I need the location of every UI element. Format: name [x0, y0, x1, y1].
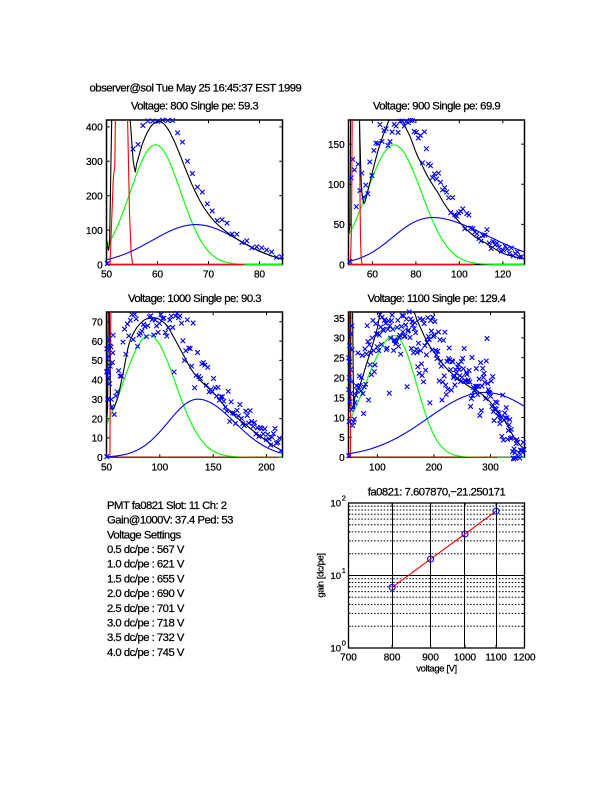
svg-text:1200: 1200: [513, 653, 536, 664]
svg-text:100: 100: [451, 270, 468, 281]
svg-text:0: 0: [339, 453, 345, 464]
svg-text:70: 70: [203, 270, 215, 281]
svg-text:80: 80: [410, 270, 422, 281]
svg-text:fa0821: 7.607870,−21.250171: fa0821: 7.607870,−21.250171: [368, 486, 506, 498]
svg-text:10: 10: [92, 434, 104, 445]
svg-text:150: 150: [328, 140, 345, 151]
svg-text:100: 100: [369, 462, 386, 473]
svg-text:15: 15: [334, 393, 346, 404]
svg-text:25: 25: [334, 354, 346, 365]
svg-text:60: 60: [92, 337, 104, 348]
svg-text:50: 50: [334, 220, 346, 231]
svg-text:30: 30: [92, 395, 104, 406]
svg-text:200: 200: [258, 462, 275, 473]
svg-text:Voltage: 800 Single pe: 59.3: Voltage: 800 Single pe: 59.3: [131, 101, 259, 113]
svg-text:300: 300: [86, 157, 103, 168]
svg-text:Voltage: 1100 Single pe: 129.4: Voltage: 1100 Single pe: 129.4: [367, 293, 505, 305]
svg-text:50: 50: [92, 356, 104, 367]
svg-text:100: 100: [151, 462, 168, 473]
svg-text:0: 0: [339, 260, 345, 271]
svg-text:400: 400: [86, 123, 103, 134]
svg-text:10: 10: [330, 571, 341, 582]
svg-text:3.0 dc/pe : 718 V: 3.0 dc/pe : 718 V: [107, 617, 185, 629]
svg-text:10: 10: [334, 413, 346, 424]
svg-text:900: 900: [422, 653, 439, 664]
svg-text:30: 30: [334, 334, 346, 345]
svg-text:20: 20: [334, 374, 346, 385]
svg-text:Voltage: 1000 Single pe: 90.3: Voltage: 1000 Single pe: 90.3: [128, 293, 261, 305]
svg-text:60: 60: [152, 270, 164, 281]
svg-text:70: 70: [92, 318, 104, 329]
svg-text:4.0 dc/pe : 745 V: 4.0 dc/pe : 745 V: [107, 647, 185, 659]
svg-text:voltage [V]: voltage [V]: [416, 664, 457, 675]
svg-text:3.5 dc/pe : 732 V: 3.5 dc/pe : 732 V: [107, 632, 185, 644]
svg-text:2.0 dc/pe : 690 V: 2.0 dc/pe : 690 V: [107, 588, 185, 600]
svg-text:50: 50: [101, 462, 113, 473]
svg-text:200: 200: [426, 462, 443, 473]
svg-text:Gain@1000V: 37.4 Ped: 53: Gain@1000V: 37.4 Ped: 53: [107, 515, 233, 527]
svg-text:0: 0: [342, 639, 346, 648]
svg-text:0.5 dc/pe : 567 V: 0.5 dc/pe : 567 V: [107, 544, 185, 556]
svg-text:60: 60: [367, 270, 379, 281]
svg-text:PMT fa0821 Slot: 11 Ch: 2: PMT fa0821 Slot: 11 Ch: 2: [107, 500, 227, 512]
svg-text:Voltage Settings: Voltage Settings: [107, 529, 182, 541]
svg-text:1: 1: [342, 566, 346, 575]
svg-text:1100: 1100: [485, 653, 507, 664]
svg-text:800: 800: [384, 653, 401, 664]
svg-text:700: 700: [340, 653, 357, 664]
svg-text:150: 150: [205, 462, 222, 473]
svg-text:0: 0: [97, 453, 103, 464]
svg-text:1.0 dc/pe : 621 V: 1.0 dc/pe : 621 V: [107, 559, 185, 571]
svg-text:80: 80: [254, 270, 266, 281]
svg-text:35: 35: [334, 314, 346, 325]
svg-text:Voltage: 900 Single pe: 69.9: Voltage: 900 Single pe: 69.9: [373, 101, 501, 113]
svg-text:1000: 1000: [454, 653, 477, 664]
svg-text:5: 5: [339, 433, 345, 444]
svg-text:40: 40: [92, 376, 104, 387]
svg-text:0: 0: [97, 260, 103, 271]
svg-text:100: 100: [328, 180, 345, 191]
svg-text:2.5 dc/pe : 701 V: 2.5 dc/pe : 701 V: [107, 603, 185, 615]
svg-text:10: 10: [330, 499, 341, 510]
svg-text:1.5 dc/pe : 655 V: 1.5 dc/pe : 655 V: [107, 573, 185, 585]
svg-text:10: 10: [330, 644, 341, 655]
svg-text:20: 20: [92, 414, 104, 425]
svg-text:300: 300: [482, 462, 499, 473]
svg-text:100: 100: [86, 226, 103, 237]
svg-text:2: 2: [342, 494, 346, 503]
svg-text:gain [dc/pe]: gain [dc/pe]: [316, 553, 327, 597]
svg-text:50: 50: [101, 270, 113, 281]
svg-text:observer@sol Tue May 25 16:45:: observer@sol Tue May 25 16:45:37 EST 199…: [90, 83, 302, 95]
svg-text:120: 120: [494, 270, 511, 281]
svg-text:200: 200: [86, 192, 103, 203]
